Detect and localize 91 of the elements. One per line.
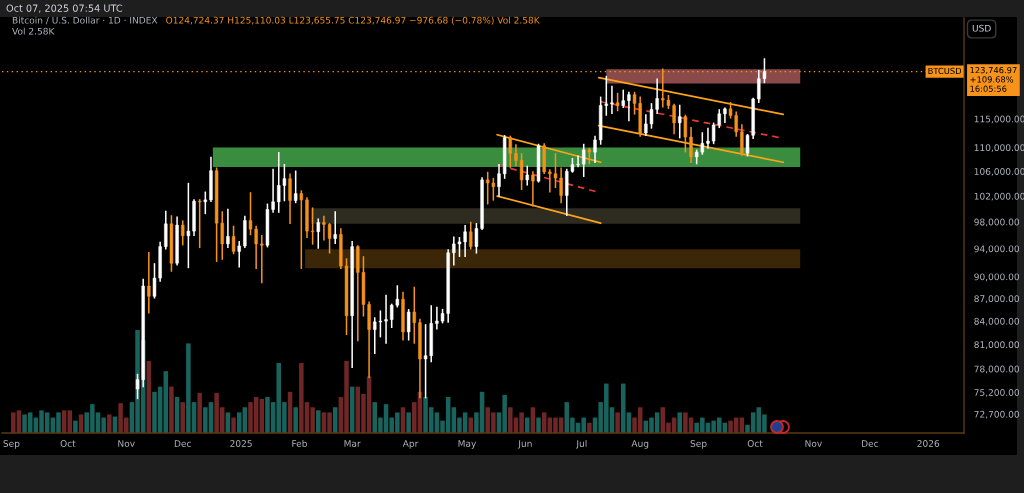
candlestick [593, 135, 597, 164]
candlestick [237, 241, 241, 268]
candlestick [186, 182, 191, 269]
y-tick-label: 84,000.00 [974, 317, 1020, 326]
chart-subtitle: O124,724.37 H125,110.03 L123,655.75 C123,746.97 −976.68 (−0.78%) Vol 2.58K [166, 16, 540, 25]
candlestick [610, 85, 614, 115]
candlestick [384, 294, 388, 344]
x-tick-label: Dec [862, 440, 879, 447]
candlestick [627, 91, 631, 122]
bar [406, 412, 411, 433]
candlestick [497, 163, 501, 197]
bar [107, 414, 112, 433]
bar [293, 407, 298, 433]
x-tick-label: Oct [60, 440, 76, 447]
x-tick-label: 2025 [230, 440, 252, 447]
candlestick [474, 223, 479, 254]
candlestick [299, 190, 304, 269]
candlestick [310, 207, 315, 245]
candlestick [231, 225, 236, 255]
text: Oct 07, 2025 07:54 UTC [6, 4, 123, 13]
x-tick-label: Oct [747, 440, 763, 447]
candlestick [333, 211, 337, 244]
x-tick-label: Jun [517, 440, 532, 449]
bar [180, 402, 185, 433]
x-tick-label: Sep [3, 440, 20, 449]
candlestick [706, 127, 710, 149]
x-tick-label: Mar [344, 440, 361, 447]
x-tick-label: Nov [805, 440, 822, 447]
candlestick [316, 218, 320, 249]
candlestick [514, 144, 518, 167]
candlestick [260, 235, 264, 284]
x-tick-label: Dec [174, 440, 191, 447]
candlestick [147, 252, 151, 314]
candlestick [740, 124, 744, 156]
candlestick [203, 191, 208, 215]
candlestick [689, 127, 693, 164]
y-tick-label: 94,000.00 [974, 245, 1020, 254]
y-tick-label: 81,000.00 [974, 341, 1020, 349]
bar [615, 412, 620, 433]
y-tick-label: 115,000.00 [974, 115, 1024, 124]
chart-title: Vol 2.58K [12, 27, 55, 35]
y-tick-label: 75,200.00 [974, 389, 1020, 397]
x-tick-label: Apr [402, 440, 419, 449]
bar [197, 392, 202, 433]
bar [169, 386, 174, 433]
candlestick [672, 103, 676, 135]
y-tick-label: 87,000.00 [974, 295, 1020, 303]
bar [677, 412, 682, 433]
candlestick [576, 155, 580, 168]
x-tick-label: 2026 [917, 440, 940, 447]
candlestick [508, 135, 512, 168]
bar [316, 410, 321, 433]
text: 123,746.97 +109.68% 16:05:56 [970, 66, 1017, 92]
y-tick-label: 78,000.00 [974, 365, 1020, 374]
candlestick [531, 171, 535, 207]
x-tick-label: May [458, 440, 477, 449]
y-tick-label: 102,000.00 [974, 192, 1024, 201]
y-tick-label: 98,000.00 [974, 218, 1020, 227]
candlestick [327, 223, 332, 254]
y-axis-title: USD [972, 24, 991, 32]
candlestick [683, 114, 688, 153]
y-tick-label: 90,000.00 [974, 273, 1020, 282]
candlestick [469, 221, 473, 250]
chart-title: Bitcoin / U.S. Dollar · 1D · INDEX [12, 16, 158, 25]
candlestick [519, 153, 524, 190]
x-tick-label: Sep [690, 440, 707, 449]
candlestick [164, 210, 168, 250]
candlestick [322, 215, 326, 241]
candlestick [288, 173, 292, 224]
candlestick [525, 165, 529, 186]
y-tick-label: 72,700.00 [974, 410, 1020, 419]
y-tick-label: 110,000.00 [974, 144, 1024, 152]
candlestick [621, 89, 625, 108]
candlestick [197, 199, 202, 249]
x-tick-label: Jul [575, 439, 587, 449]
candlestick [678, 104, 682, 139]
bar [231, 417, 236, 433]
x-tick-label: Feb [292, 439, 307, 447]
candlestick [226, 208, 230, 249]
ref-line-label: BTCUSD [928, 67, 962, 75]
bar [73, 420, 78, 433]
candlestick [293, 170, 298, 204]
x-tick-label: Nov [118, 440, 135, 447]
bar [536, 417, 541, 433]
y-tick-label: 106,000.00 [974, 168, 1024, 176]
x-tick-label: Aug [631, 440, 649, 449]
candlestick [412, 286, 416, 344]
candlestick [406, 308, 411, 341]
candlestick [582, 143, 586, 177]
bar [587, 422, 592, 433]
candlestick [181, 220, 185, 246]
